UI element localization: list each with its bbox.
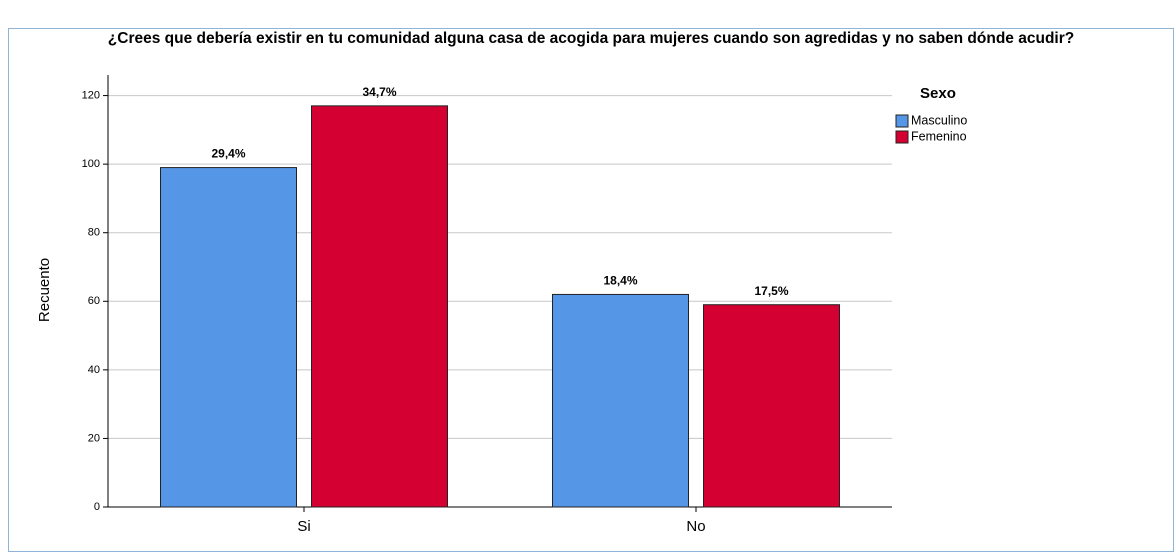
bar xyxy=(160,167,297,508)
chart-frame xyxy=(8,28,1174,552)
y-tick-label: 40 xyxy=(88,364,100,376)
y-tick-label: 20 xyxy=(88,432,100,444)
y-tick-label: 0 xyxy=(94,501,100,513)
bar xyxy=(311,105,448,508)
legend-label: Masculino xyxy=(911,113,967,127)
data-label: 17,5% xyxy=(754,284,788,298)
legend-label: Femenino xyxy=(911,129,967,143)
data-label: 18,4% xyxy=(603,274,637,288)
bar xyxy=(552,293,689,508)
y-tick-label: 100 xyxy=(82,158,100,170)
y-axis-label: Recuento xyxy=(36,258,53,322)
legend-title: Sexo xyxy=(920,85,956,102)
legend-swatch xyxy=(895,130,909,144)
y-tick-label: 80 xyxy=(88,227,100,239)
x-tick-label: Si xyxy=(297,518,310,535)
data-label: 34,7% xyxy=(362,85,396,99)
y-tick-label: 120 xyxy=(82,89,100,101)
data-label: 29,4% xyxy=(211,147,245,161)
x-tick-label: No xyxy=(686,518,705,535)
bar xyxy=(703,304,840,508)
chart-title: ¿Crees que debería existir en tu comunid… xyxy=(107,30,1075,47)
y-tick-label: 60 xyxy=(88,295,100,307)
legend-swatch xyxy=(895,114,909,128)
